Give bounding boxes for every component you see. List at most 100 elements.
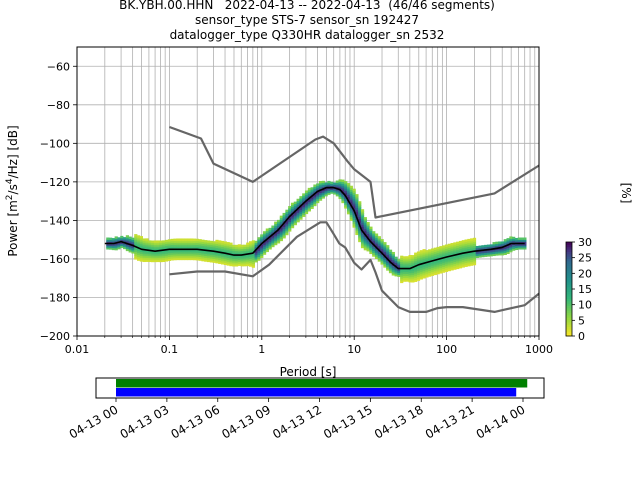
- histogram-cell: [151, 242, 155, 245]
- histogram-cell: [355, 226, 359, 230]
- histogram-cell: [187, 238, 191, 241]
- histogram-cell: [503, 239, 507, 242]
- histogram-cell: [173, 254, 177, 257]
- histogram-cell: [164, 259, 169, 262]
- histogram-cell: [151, 246, 155, 249]
- histogram-cell: [307, 201, 311, 204]
- histogram-cell: [374, 237, 379, 240]
- histogram-cell: [467, 242, 471, 246]
- histogram-cell: [478, 247, 482, 250]
- histogram-cell: [296, 210, 300, 213]
- histogram-cell: [400, 265, 404, 268]
- histogram-cell: [380, 244, 384, 248]
- histogram-cell: [461, 253, 465, 257]
- histogram-cell: [456, 247, 460, 250]
- histogram-cell: [402, 277, 407, 280]
- histogram-cell: [324, 193, 328, 197]
- histogram-cell: [167, 241, 171, 244]
- histogram-cell: [428, 264, 432, 268]
- histogram-cell: [425, 250, 429, 253]
- histogram-cell: [366, 235, 370, 238]
- colorbar-segment: [566, 312, 572, 316]
- histogram-cell: [461, 245, 465, 249]
- histogram-cell: [360, 226, 365, 229]
- histogram-cell: [290, 208, 295, 211]
- histogram-cell: [503, 250, 507, 254]
- histogram-cell: [162, 251, 166, 255]
- histogram-cell: [517, 247, 521, 250]
- histogram-cell: [293, 213, 297, 216]
- histogram-cell: [109, 247, 113, 250]
- histogram-cell: [276, 241, 281, 244]
- histogram-cell: [178, 251, 183, 255]
- histogram-cell: [302, 210, 306, 214]
- histogram-cell: [349, 197, 353, 200]
- histogram-cell: [408, 262, 412, 266]
- histogram-cell: [467, 258, 471, 261]
- histogram-cell: [442, 264, 446, 267]
- histogram-cell: [117, 243, 121, 246]
- histogram-cell: [206, 240, 211, 243]
- histogram-cell: [282, 216, 286, 220]
- histogram-cell: [142, 257, 146, 261]
- histogram-cell: [394, 272, 398, 275]
- histogram-cell: [360, 245, 365, 249]
- histogram-cell: [302, 199, 306, 202]
- histogram-cell: [159, 244, 163, 247]
- histogram-cell: [156, 257, 160, 261]
- histogram-cell: [262, 252, 267, 255]
- histogram-cell: [456, 241, 460, 245]
- histogram-cell: [164, 251, 169, 254]
- histogram-cell: [335, 186, 339, 189]
- histogram-cell: [279, 227, 283, 230]
- histogram-cell: [215, 255, 219, 258]
- histogram-cell: [282, 232, 286, 235]
- histogram-cell: [248, 262, 253, 265]
- histogram-cell: [125, 239, 130, 242]
- histogram-cell: [386, 254, 390, 258]
- histogram-cell: [472, 262, 477, 266]
- histogram-cell: [386, 245, 390, 248]
- histogram-cell: [358, 218, 362, 221]
- histogram-cell: [260, 240, 264, 243]
- histogram-cell: [162, 242, 166, 245]
- colorbar-segment: [566, 305, 572, 309]
- histogram-cell: [170, 250, 174, 253]
- histogram-cell: [327, 182, 331, 186]
- histogram-cell: [310, 198, 314, 202]
- histogram-cell: [302, 212, 306, 216]
- histogram-cell: [137, 248, 141, 252]
- histogram-cell: [190, 238, 194, 241]
- histogram-cell: [363, 224, 367, 228]
- histogram-cell: [232, 262, 236, 265]
- histogram-cell: [422, 258, 426, 262]
- histogram-cell: [237, 248, 241, 251]
- histogram-cell: [148, 244, 152, 247]
- histogram-cell: [131, 243, 135, 246]
- histogram-cell: [148, 259, 152, 263]
- histogram-cell: [271, 237, 275, 240]
- histogram-cell: [430, 265, 435, 269]
- colorbar-segment: [566, 244, 572, 248]
- histogram-cell: [453, 251, 457, 255]
- histogram-cell: [335, 192, 339, 195]
- histogram-cell: [268, 245, 272, 248]
- high-noise-model-line: [169, 125, 540, 219]
- histogram-cell: [178, 250, 183, 253]
- histogram-cell: [453, 265, 457, 268]
- histogram-cell: [187, 251, 191, 255]
- histogram-cell: [436, 268, 440, 271]
- histogram-cell: [229, 242, 233, 246]
- histogram-cell: [173, 257, 177, 261]
- histogram-cell: [419, 261, 423, 265]
- histogram-cell: [358, 216, 362, 220]
- histogram-cell: [195, 250, 199, 253]
- histogram-cell: [173, 246, 177, 249]
- histogram-cell: [137, 254, 141, 257]
- histogram-cell: [433, 251, 437, 254]
- histogram-cell: [355, 224, 359, 228]
- histogram-cell: [290, 220, 295, 223]
- histogram-cell: [408, 276, 412, 279]
- colorbar-segment: [566, 263, 572, 266]
- histogram-cell: [173, 242, 177, 245]
